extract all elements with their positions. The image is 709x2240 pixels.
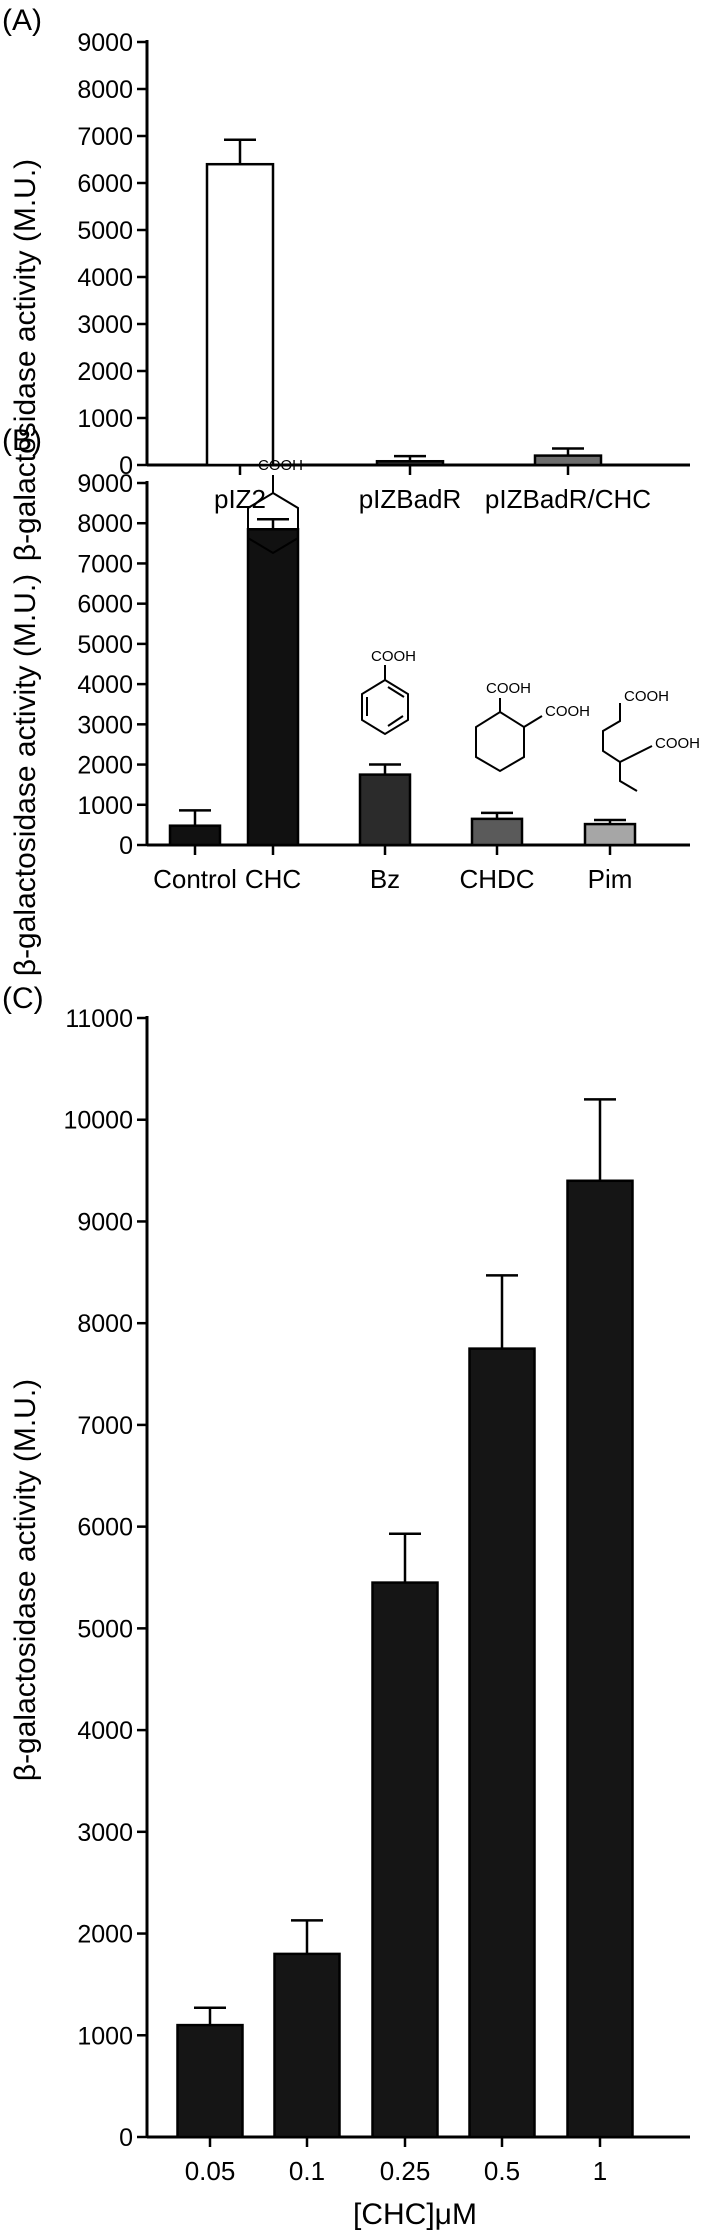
panel-b-bar-chc: [246, 528, 300, 847]
panel-b-bar-bz: [358, 773, 412, 847]
chc-structure: [247, 475, 299, 555]
panel-b-bar-chdc: [470, 817, 524, 847]
panel-a-y-tick-label: 8000: [77, 76, 133, 104]
panel-b-category-label: Bz: [370, 864, 400, 894]
panel-a-category-label: pIZ2: [214, 484, 266, 514]
panel-b-bar-control: [168, 824, 222, 847]
panel-c-bar-1: [566, 1179, 634, 2139]
panel-c-bar-0-25: [371, 1581, 439, 2139]
panel-a-y-tick-label: 5000: [77, 217, 133, 245]
panel-a-y-tick-label: 4000: [77, 264, 133, 292]
panel-b-y-tick-label: 9000: [77, 470, 133, 498]
panel-c-bar-0-5: [468, 1347, 536, 2139]
pim-structure-label-2: COOH: [655, 735, 700, 752]
pim-structure-label-1: COOH: [624, 688, 669, 705]
panel-b-bar-pim: [583, 822, 637, 847]
panel-c-y-tick-label: 11000: [65, 1005, 133, 1033]
chdc-structure: [475, 698, 543, 773]
panel-a-y-tick-label: 0: [119, 452, 133, 480]
panel-a-y-tick-label: 6000: [77, 170, 133, 198]
panel-b-y-tick-label: 3000: [77, 711, 133, 739]
panel-b-category-label: CHDC: [459, 864, 534, 894]
panel-c-y-tick-label: 1000: [77, 2022, 133, 2050]
bz-structure: [361, 665, 409, 736]
panel-c: (C) β-galactosidase activity (M.U.) 0 100…: [2, 982, 690, 2231]
panel-b-y-tick-label: 8000: [77, 510, 133, 538]
panel-a-plot: 0 1000 2000 3000 4000 5000 6000 7000 8000 9000 pIZ…: [77, 29, 690, 514]
panel-a-y-tick-label: 9000: [77, 29, 133, 57]
panel-b-label: (B): [2, 424, 42, 457]
panel-c-y-tick-label: 2000: [77, 1921, 133, 1949]
panel-c-bar-0-1: [273, 1952, 341, 2139]
panel-a-label: (A): [2, 4, 42, 37]
panel-c-y-tick-label: 5000: [77, 1615, 133, 1643]
panel-a-bar-pizbadr-chc: [533, 454, 603, 467]
panel-a-y-tick-label: 2000: [77, 358, 133, 386]
panel-b-category-label: CHC: [245, 864, 301, 894]
panel-c-label: (C): [2, 982, 44, 1015]
panel-b-y-tick-label: 0: [119, 832, 133, 860]
panel-a-y-tick-label: 7000: [77, 123, 133, 151]
panel-c-y-tick-label: 6000: [77, 1514, 133, 1542]
panel-b: (B) β-galactosidase activity (M.U.) 0 100…: [2, 424, 700, 976]
panel-c-category-label: 0.1: [289, 2156, 325, 2186]
panel-b-category-label: Control: [153, 864, 237, 894]
panel-b-y-tick-label: 6000: [77, 591, 133, 619]
pim-structure: [602, 703, 653, 792]
panel-a-y-tick-label: 1000: [77, 405, 133, 433]
panel-a-y-axis-title: β-galactosidase activity (M.U.): [9, 159, 42, 561]
panel-c-y-tick-label: 4000: [77, 1717, 133, 1745]
chdc-structure-label-1: COOH: [486, 680, 531, 697]
panel-b-y-axis-title: β-galactosidase activity (M.U.): [9, 574, 42, 976]
panel-c-category-label: 1: [593, 2156, 607, 2186]
panel-a-bar-piz2: [205, 162, 275, 467]
panel-b-y-tick-label: 5000: [77, 631, 133, 659]
panel-c-y-tick-label: 9000: [77, 1208, 133, 1236]
panel-a-y-tick-label: 3000: [77, 311, 133, 339]
panel-c-category-label: 0.25: [380, 2156, 431, 2186]
bz-structure-label: COOH: [371, 648, 416, 665]
panel-c-y-tick-label: 8000: [77, 1310, 133, 1338]
panel-c-y-tick-label: 7000: [77, 1412, 133, 1440]
panel-c-category-label: 0.5: [484, 2156, 520, 2186]
panel-a-bar-pizbadr: [375, 459, 445, 467]
panel-c-y-axis-title: β-galactosidase activity (M.U.): [9, 1379, 42, 1781]
panel-c-y-tick-label: 10000: [63, 1107, 133, 1135]
panel-a-category-label: pIZBadR: [359, 484, 462, 514]
panel-c-category-label: 0.05: [185, 2156, 236, 2186]
panel-a: (A) β-galactosidase activity (M.U.) 0 100…: [2, 4, 690, 561]
panel-b-category-label: Pim: [588, 864, 633, 894]
panel-b-plot: 0 1000 2000 3000 4000 5000 6000 7000 8000 9000 Con…: [77, 470, 690, 894]
chc-structure-label: COOH: [258, 457, 303, 474]
panel-c-plot: 0 1000 2000 3000 4000 5000 6000 7000 8000 9000 100…: [63, 1005, 690, 2186]
panel-c-x-axis-title: [CHC]μM: [353, 2198, 477, 2231]
panel-c-y-tick-label: 3000: [77, 1819, 133, 1847]
panel-c-bar-0-05: [176, 2023, 244, 2139]
panel-a-category-label: pIZBadR/CHC: [485, 484, 651, 514]
panel-b-y-tick-label: 7000: [77, 550, 133, 578]
panel-b-y-tick-label: 2000: [77, 752, 133, 780]
panel-b-y-tick-label: 4000: [77, 671, 133, 699]
panel-b-y-tick-label: 1000: [77, 792, 133, 820]
chdc-structure-label-2: COOH: [545, 703, 590, 720]
panel-c-y-tick-label: 0: [119, 2124, 133, 2152]
